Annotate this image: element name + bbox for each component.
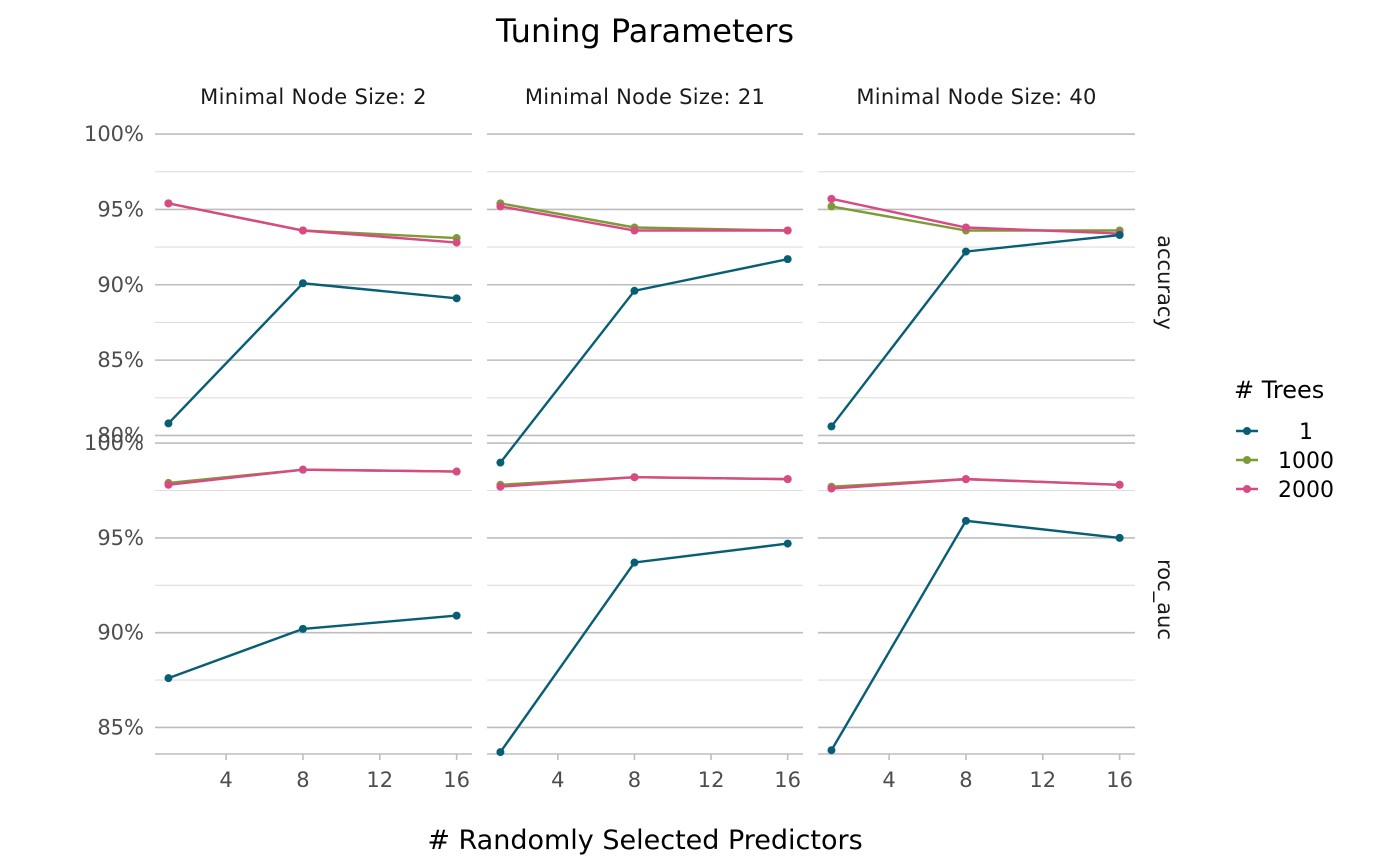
- y-tick-label-roc_auc: 90%: [97, 621, 144, 645]
- x-tick-label: 16: [774, 768, 801, 792]
- legend-title: # Trees: [1234, 376, 1324, 404]
- data-point-trees-2000: [827, 194, 836, 203]
- data-point-trees-2000: [827, 484, 836, 493]
- facet-strip-n2: Minimal Node Size: 2: [200, 85, 427, 109]
- legend-label: 1: [1299, 420, 1313, 445]
- strip-layer: Minimal Node Size: 2 Minimal Node Size: 2…: [200, 85, 1177, 640]
- series-line-trees-1-roc_auc-n21: [499, 542, 788, 753]
- data-point-trees-2000: [1115, 480, 1124, 489]
- legend-key-point: [1243, 456, 1251, 464]
- data-point-trees-1: [1115, 533, 1124, 542]
- x-tick-label: 8: [296, 768, 309, 792]
- axis-layer: 80% 85% 90% 95% 100% 85% 90% 95% 100% 4 8 12 16 4 8 12 1…: [84, 122, 1135, 792]
- data-point-trees-2000: [783, 475, 792, 484]
- data-point-trees-1: [164, 419, 173, 428]
- series-line-trees-1-accuracy-n2: [167, 282, 457, 425]
- data-point-trees-1: [496, 748, 505, 757]
- data-point-trees-1: [630, 286, 639, 295]
- legend: # Trees 1 1000 2000: [1234, 376, 1334, 503]
- x-tick-label: 4: [882, 768, 895, 792]
- data-point-trees-2000: [298, 465, 307, 474]
- series-line-trees-2000-accuracy-n40: [831, 197, 1120, 235]
- series-line-trees-1000-accuracy-n21: [500, 202, 788, 232]
- y-tick-label-roc_auc: 100%: [84, 431, 144, 455]
- legend-label: 1000: [1278, 449, 1334, 474]
- y-tick-label-accuracy: 85%: [97, 348, 144, 372]
- data-point-trees-2000: [630, 226, 639, 235]
- series-line-trees-1-roc_auc-n2: [168, 614, 457, 680]
- data-point-trees-1: [452, 294, 461, 303]
- x-tick-label: 8: [959, 768, 972, 792]
- chart-title: Tuning Parameters: [495, 12, 794, 50]
- x-tick-label: 4: [551, 768, 564, 792]
- legend-key-point: [1243, 427, 1251, 435]
- x-tick-label: 16: [1106, 768, 1133, 792]
- series-line-trees-1-roc_auc-n40: [830, 519, 1120, 751]
- x-tick-label: 12: [1029, 768, 1056, 792]
- data-point-trees-1: [496, 458, 505, 467]
- data-point-trees-2000: [783, 226, 792, 235]
- data-point-trees-1: [452, 611, 461, 620]
- data-point-trees-1: [827, 746, 836, 755]
- data-point-trees-1: [164, 674, 173, 683]
- legend-label: 2000: [1278, 478, 1334, 503]
- data-point-trees-1: [961, 516, 970, 525]
- data-point-trees-2000: [630, 473, 639, 482]
- data-point-trees-2000: [298, 226, 307, 235]
- data-point-trees-2000: [496, 202, 505, 211]
- data-point-trees-1: [298, 624, 307, 633]
- y-tick-label-accuracy: 90%: [97, 273, 144, 297]
- x-tick-label: 8: [628, 768, 641, 792]
- data-point-trees-2000: [961, 223, 970, 232]
- x-axis-title: # Randomly Selected Predictors: [427, 825, 862, 856]
- data-point-trees-2000: [496, 482, 505, 491]
- facet-strip-n40: Minimal Node Size: 40: [856, 85, 1096, 109]
- series-line-trees-2000-roc_auc-n2: [168, 468, 457, 487]
- data-point-trees-1: [783, 255, 792, 264]
- y-tick-label-accuracy: 100%: [84, 122, 144, 146]
- data-point-trees-2000: [452, 467, 461, 476]
- data-point-trees-2000: [452, 238, 461, 247]
- data-point-trees-2000: [164, 199, 173, 208]
- facet-strip-n21: Minimal Node Size: 21: [525, 85, 765, 109]
- data-point-trees-1: [961, 247, 970, 256]
- y-tick-label-roc_auc: 95%: [97, 526, 144, 550]
- legend-key-point: [1243, 485, 1251, 493]
- y-tick-label-accuracy: 95%: [97, 197, 144, 221]
- y-tick-label-accuracy: 80%: [97, 423, 144, 447]
- x-tick-label: 12: [366, 768, 393, 792]
- data-point-trees-1: [1115, 231, 1124, 240]
- grid-layer: [155, 133, 1135, 729]
- data-point-trees-2000: [164, 480, 173, 489]
- y-tick-label-roc_auc: 85%: [97, 715, 144, 739]
- series-line-trees-1000-accuracy-n2: [168, 202, 457, 240]
- data-point-trees-1000: [827, 202, 836, 211]
- x-tick-label: 16: [443, 768, 470, 792]
- facet-strip-accuracy: accuracy: [1153, 235, 1177, 330]
- data-point-trees-1: [298, 279, 307, 288]
- facet-strip-roc_auc: roc_auc: [1152, 559, 1177, 640]
- data-point-trees-1: [783, 539, 792, 548]
- x-tick-label: 4: [219, 768, 232, 792]
- data-point-trees-2000: [961, 475, 970, 484]
- x-tick-label: 12: [698, 768, 725, 792]
- series-layer: [164, 194, 1124, 757]
- data-point-trees-1: [827, 422, 836, 431]
- data-point-trees-1: [630, 558, 639, 567]
